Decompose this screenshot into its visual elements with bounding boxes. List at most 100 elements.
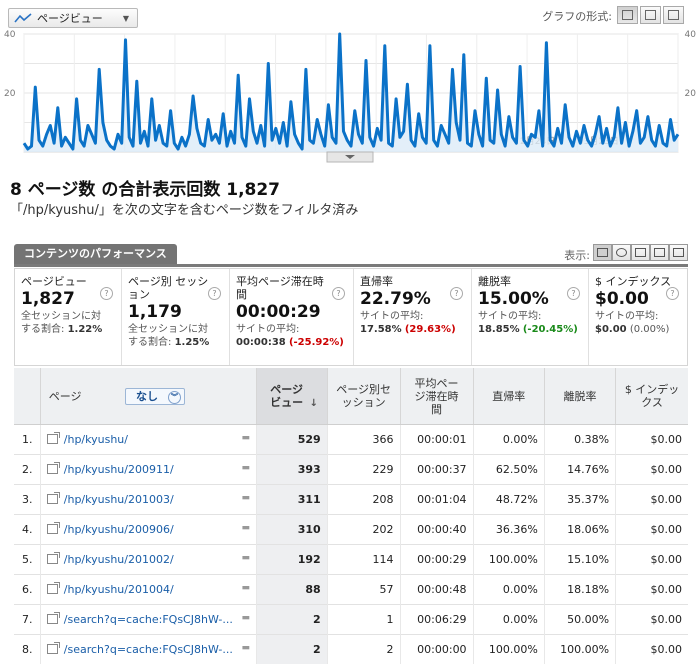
header-page[interactable]: ページ なし ︾ xyxy=(39,368,257,425)
pie-icon xyxy=(616,248,627,257)
exit-cell: 18.06% xyxy=(543,514,616,545)
graph-format-table-button[interactable] xyxy=(663,6,684,24)
row-chart-icon[interactable]: ▬ xyxy=(241,523,251,533)
view-table-button[interactable] xyxy=(593,244,612,261)
tab-content-performance[interactable]: コンテンツのパフォーマンス xyxy=(14,244,177,264)
view-bar-button[interactable] xyxy=(631,244,650,261)
row-chart-icon[interactable]: ▬ xyxy=(241,613,251,623)
help-icon[interactable]: ? xyxy=(208,287,221,300)
metric-value: 1,827 xyxy=(21,289,75,309)
chart-scroll-handle[interactable] xyxy=(326,151,374,163)
row-chart-icon[interactable]: ▬ xyxy=(241,433,251,443)
header-sessions[interactable]: ページ別セッション xyxy=(326,368,401,425)
header-pageviews-label: ページビュー xyxy=(270,382,304,409)
page-cell: /hp/kyushu/201003/ ▬ xyxy=(39,484,257,515)
metric-site-average: $0.00 xyxy=(595,324,627,335)
help-icon[interactable]: ? xyxy=(100,287,113,300)
graph-format-bar-button[interactable] xyxy=(640,6,661,24)
secondary-dimension-select[interactable]: なし ︾ xyxy=(125,387,186,405)
header-avg-time[interactable]: 平均ページ滞在時間 xyxy=(399,368,474,425)
metric-card: ページビュー 1,827 全セッションに対 する割合: 1.22% ? xyxy=(15,269,121,365)
page-cell: /hp/kyushu/201004/ ▬ xyxy=(39,574,257,605)
row-rank: 6. xyxy=(14,574,41,605)
external-link-icon[interactable] xyxy=(46,582,60,594)
external-link-icon[interactable] xyxy=(46,522,60,534)
help-icon[interactable]: ? xyxy=(567,287,580,300)
metric-sub-text: サイトの平均: xyxy=(236,324,300,335)
index-cell: $0.00 xyxy=(615,604,688,635)
page-cell: /hp/kyushu/201002/ ▬ xyxy=(39,544,257,575)
header-sessions-label: ページ別セッション xyxy=(336,383,391,409)
metrics-panel: ページビュー 1,827 全セッションに対 する割合: 1.22% ? ページ別 … xyxy=(14,268,688,366)
row-rank: 8. xyxy=(14,634,41,664)
sessions-cell: 208 xyxy=(326,484,401,515)
chevron-down-icon: ▼ xyxy=(122,14,129,23)
metric-sub-value: 1.25% xyxy=(174,337,210,348)
page-link[interactable]: /search?q=cache:FQsCJ8hW-... xyxy=(63,613,233,626)
sessions-cell: 202 xyxy=(326,514,401,545)
index-cell: $0.00 xyxy=(615,424,688,455)
row-rank: 2. xyxy=(14,454,41,485)
help-icon[interactable]: ? xyxy=(666,287,679,300)
graph-format-label: グラフの形式: xyxy=(542,10,612,23)
row-chart-icon[interactable]: ▬ xyxy=(241,643,251,653)
metric-value: 00:00:29 xyxy=(236,302,321,322)
external-link-icon[interactable] xyxy=(46,462,60,474)
row-chart-icon[interactable]: ▬ xyxy=(241,583,251,593)
page-cell: /search?q=cache:FQsCJ8hW-... ▬ xyxy=(39,634,257,664)
page-link[interactable]: /search?q=cache:FQsCJ8hW-... xyxy=(63,643,233,656)
metric-comparison: (-25.92%) xyxy=(288,337,344,348)
help-icon[interactable]: ? xyxy=(450,287,463,300)
page-link[interactable]: /hp/kyushu/200911/ xyxy=(63,463,174,476)
row-rank: 7. xyxy=(14,604,41,635)
row-chart-icon[interactable]: ▬ xyxy=(241,493,251,503)
index-cell: $0.00 xyxy=(615,544,688,575)
external-link-icon[interactable] xyxy=(46,612,60,624)
external-link-icon[interactable] xyxy=(46,432,60,444)
page-link[interactable]: /hp/kyushu/201004/ xyxy=(63,583,174,596)
metric-value: $0.00 xyxy=(595,289,649,309)
metric-value: 15.00% xyxy=(478,289,549,309)
data-table: ページ なし ︾ ページビュー ↓ ページ別セッション 平均ページ滞在時間 直帰率 … xyxy=(14,368,688,664)
header-exit-label: 離脱率 xyxy=(563,389,597,403)
bounce-cell: 100.00% xyxy=(472,544,545,575)
external-link-icon[interactable] xyxy=(46,642,60,654)
page-link[interactable]: /hp/kyushu/201002/ xyxy=(63,553,174,566)
view-pivot-button[interactable] xyxy=(669,244,688,261)
view-pie-button[interactable] xyxy=(612,244,631,261)
sessions-cell: 1 xyxy=(326,604,401,635)
metric-sub-text: 全セッションに対 xyxy=(21,311,101,322)
external-link-icon[interactable] xyxy=(46,552,60,564)
view-comparison-button[interactable] xyxy=(650,244,669,261)
metric-value: 22.79% xyxy=(360,289,431,309)
exit-cell: 100.00% xyxy=(543,634,616,664)
page-link[interactable]: /hp/kyushu/200906/ xyxy=(63,523,174,536)
header-pageviews[interactable]: ページビュー ↓ xyxy=(256,368,328,425)
header-index[interactable]: $ インデックス xyxy=(615,368,688,425)
graph-format-line-button[interactable] xyxy=(617,6,638,24)
avg-time-cell: 00:00:48 xyxy=(399,574,474,605)
metric-comparison: (29.63%) xyxy=(404,324,456,335)
bounce-cell: 0.00% xyxy=(472,574,545,605)
metric-card: 平均ページ滞在時間 00:00:29 サイトの平均: 00:00:38 (-25.… xyxy=(229,269,353,365)
summary-title: 8 ページ数 の合計表示回数 1,827 xyxy=(10,180,281,200)
sessions-cell: 229 xyxy=(326,454,401,485)
metric-sub-value: 1.22% xyxy=(67,324,103,335)
avg-time-cell: 00:00:40 xyxy=(399,514,474,545)
y-tick-label-right: 40 xyxy=(685,30,697,40)
external-link-icon[interactable] xyxy=(46,492,60,504)
bounce-cell: 100.00% xyxy=(472,634,545,664)
metric-comparison: (-20.45%) xyxy=(522,324,578,335)
y-tick-label-right: 20 xyxy=(685,89,697,99)
pageviews-cell: 2 xyxy=(256,604,328,635)
row-chart-icon[interactable]: ▬ xyxy=(241,553,251,563)
pageviews-cell: 529 xyxy=(256,424,328,455)
help-icon[interactable]: ? xyxy=(332,287,345,300)
row-rank: 4. xyxy=(14,514,41,545)
header-bounce[interactable]: 直帰率 xyxy=(472,368,545,425)
header-exit[interactable]: 離脱率 xyxy=(543,368,616,425)
page-link[interactable]: /hp/kyushu/ xyxy=(63,433,128,446)
page-link[interactable]: /hp/kyushu/201003/ xyxy=(63,493,174,506)
row-chart-icon[interactable]: ▬ xyxy=(241,463,251,473)
metric-select[interactable]: ページビュー ▼ xyxy=(8,8,138,28)
